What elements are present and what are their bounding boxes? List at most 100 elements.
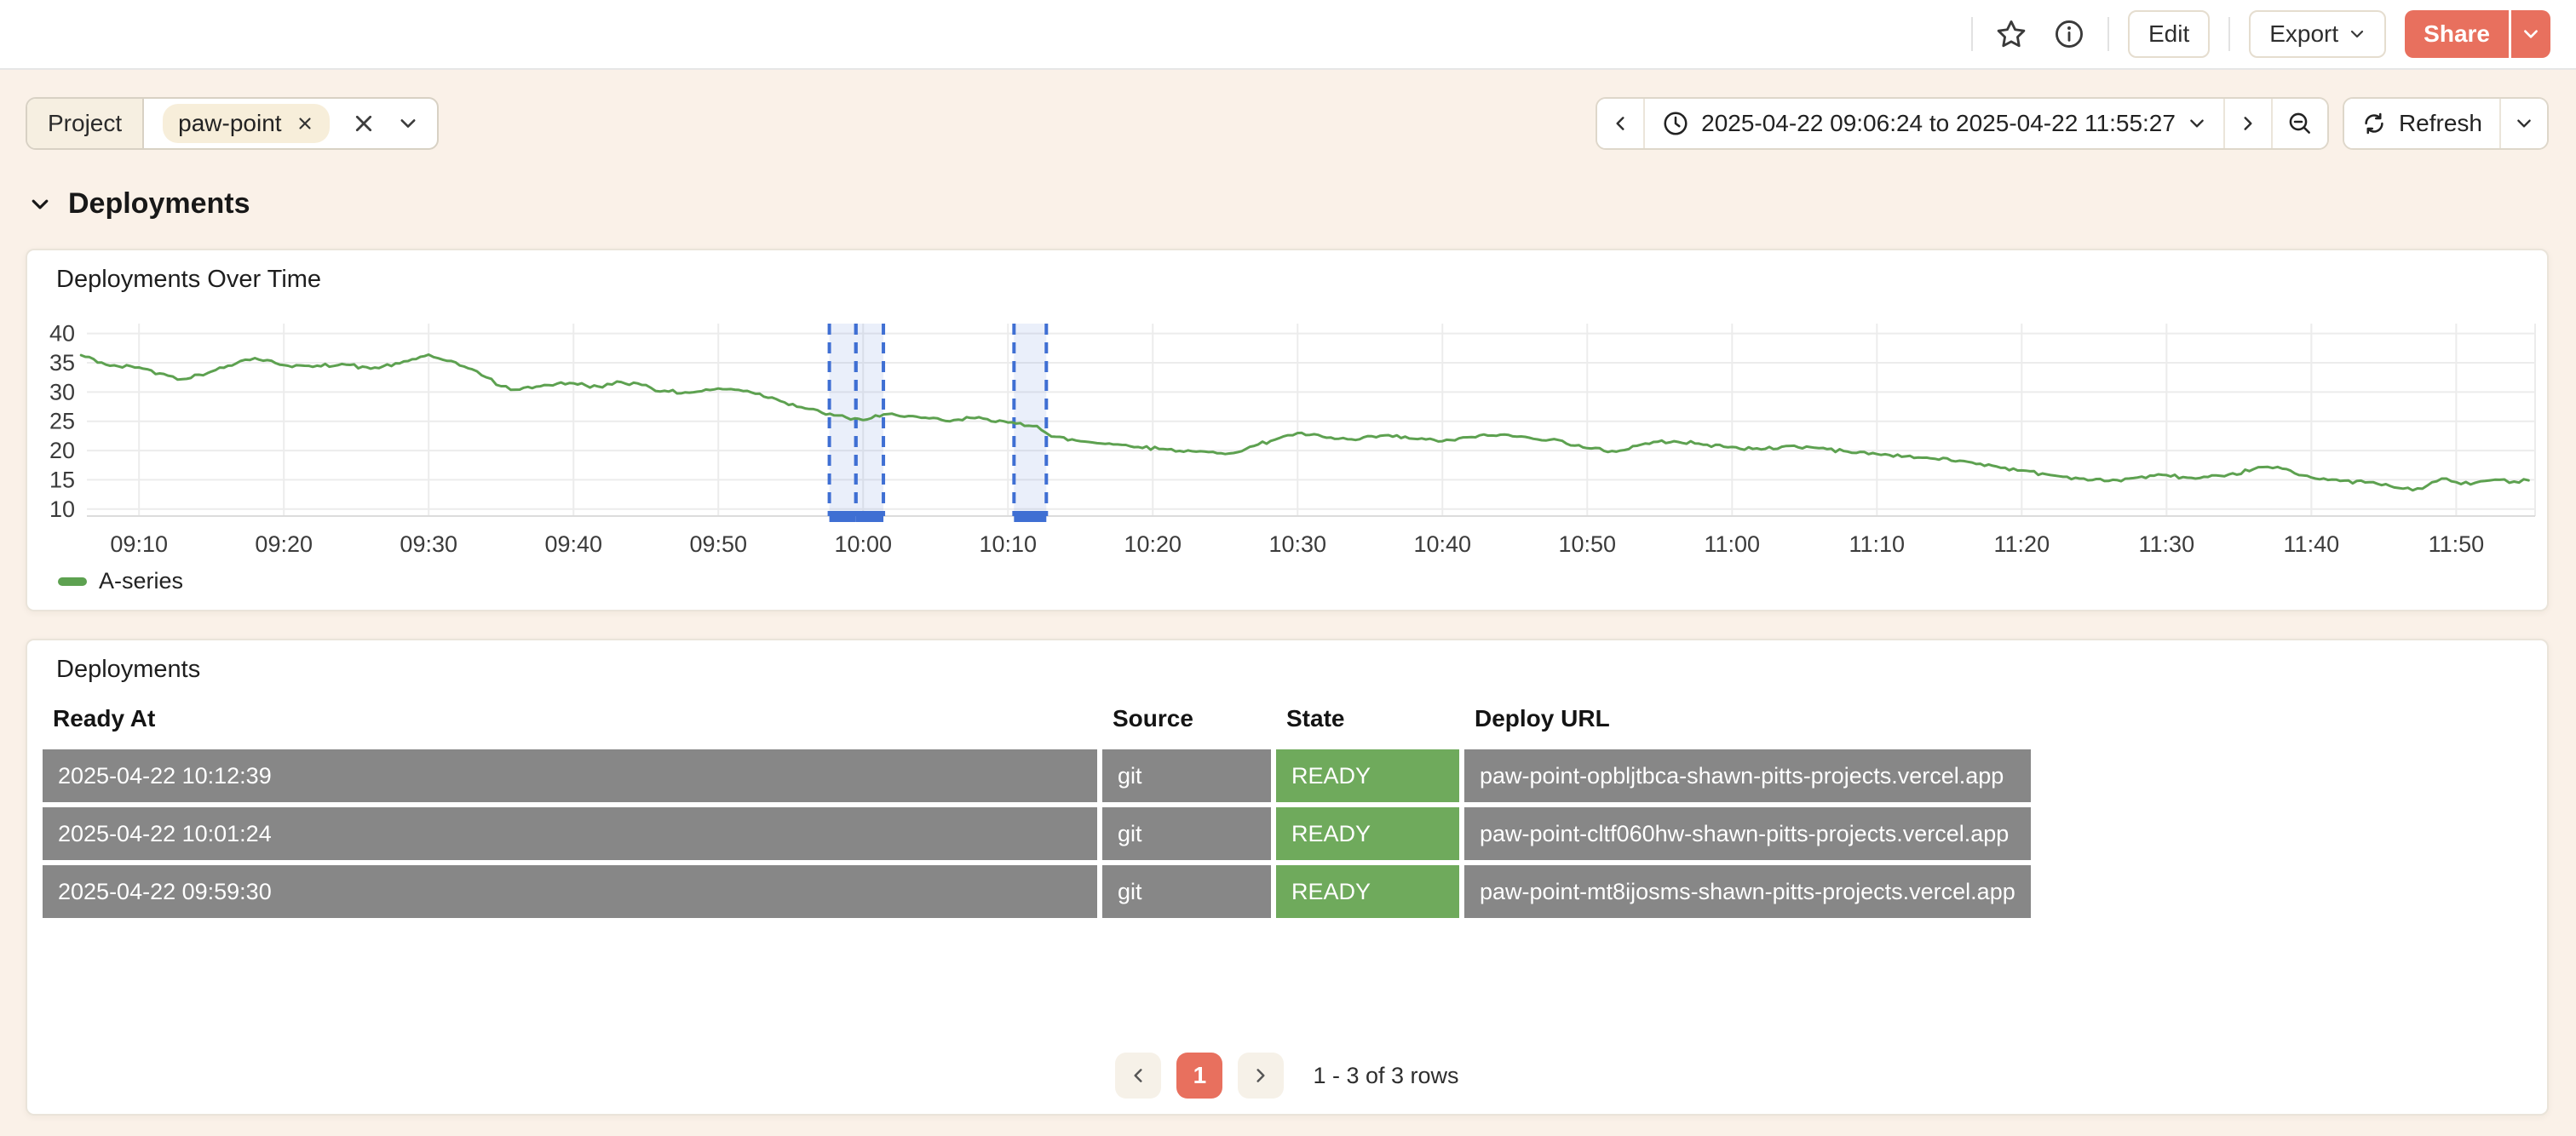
x-axis-label: 11:10 bbox=[1849, 531, 1906, 557]
project-filter-key-label: Project bbox=[48, 110, 123, 136]
share-split-button: Share bbox=[2405, 10, 2550, 58]
x-axis-label: 11:00 bbox=[1705, 531, 1761, 557]
export-button-label: Export bbox=[2269, 20, 2339, 47]
table-panel-title: Deployments bbox=[56, 656, 201, 683]
cell-ready-at: 2025-04-22 10:01:24 bbox=[43, 807, 1097, 860]
y-axis-label: 30 bbox=[49, 379, 75, 404]
export-button[interactable]: Export bbox=[2249, 10, 2387, 58]
toolbar-divider bbox=[1970, 17, 1973, 51]
annotation-marker-bar[interactable] bbox=[855, 511, 884, 522]
x-axis-label: 09:10 bbox=[110, 531, 168, 557]
timeseries-plot[interactable]: 40 35 30 25 20 15 10 09:10 09:20 09:30 09:40 09:50 1… bbox=[27, 250, 2550, 613]
filter-clear-icon[interactable] bbox=[352, 112, 376, 135]
cell-source: git bbox=[1102, 749, 1271, 802]
x-axis-label: 09:50 bbox=[689, 531, 747, 557]
chart-legend: A-series bbox=[58, 568, 183, 594]
share-button-label: Share bbox=[2424, 20, 2490, 47]
edit-button-label: Edit bbox=[2148, 20, 2190, 47]
refresh-icon bbox=[2365, 112, 2383, 135]
refresh-group: Refresh bbox=[2342, 97, 2549, 150]
pagination-summary: 1 - 3 of 3 rows bbox=[1313, 1062, 1459, 1088]
annotation-region[interactable] bbox=[1014, 324, 1047, 516]
x-axis-label: 09:40 bbox=[544, 531, 602, 557]
cell-deploy-url: paw-point-mt8ijosms-shawn-pitts-projects… bbox=[1464, 865, 2031, 918]
table-header-row: Ready At Source State Deploy URL bbox=[43, 698, 2031, 744]
table-pagination: 1 1 - 3 of 3 rows bbox=[27, 1053, 2547, 1099]
chevron-down-icon bbox=[2524, 30, 2538, 38]
pagination-page-1-button[interactable]: 1 bbox=[1176, 1053, 1223, 1099]
table-row: 2025-04-22 09:59:30 git READY paw-point-mt8… bbox=[43, 865, 2031, 918]
annotation-marker-bar[interactable] bbox=[1014, 511, 1047, 522]
annotation-marker-bar[interactable] bbox=[829, 511, 856, 522]
y-axis-label: 20 bbox=[49, 438, 75, 463]
legend-item[interactable]: A-series bbox=[58, 568, 183, 594]
chart-panel: Deployments Over Time 40 35 30 25 20 15 10 09:1… bbox=[26, 249, 2549, 611]
refresh-button[interactable]: Refresh bbox=[2343, 99, 2499, 148]
time-range-group: 2025-04-22 09:06:24 to 2025-04-22 11:55:… bbox=[1596, 97, 2329, 150]
zoom-out-button[interactable] bbox=[2270, 99, 2327, 148]
table-row: 2025-04-22 10:12:39 git READY paw-point-opb… bbox=[43, 749, 2031, 802]
x-axis-label: 10:50 bbox=[1559, 531, 1617, 557]
legend-swatch bbox=[58, 577, 87, 586]
pill-remove-icon[interactable] bbox=[296, 114, 314, 133]
toolbar-divider bbox=[2228, 17, 2231, 51]
refresh-button-label: Refresh bbox=[2398, 110, 2482, 136]
x-axis-label: 10:30 bbox=[1268, 531, 1326, 557]
column-header-ready-at[interactable]: Ready At bbox=[53, 705, 156, 732]
refresh-interval-button[interactable] bbox=[2499, 99, 2547, 148]
time-range-text: 2025-04-22 09:06:24 to 2025-04-22 11:55:… bbox=[1701, 110, 2176, 136]
deployments-table: Ready At Source State Deploy URL 2025-04-22… bbox=[37, 693, 2036, 923]
time-range-picker-button[interactable]: 2025-04-22 09:06:24 to 2025-04-22 11:55:… bbox=[1643, 99, 2223, 148]
chevron-down-icon bbox=[2517, 119, 2531, 128]
section-toggle-deployments[interactable]: Deployments bbox=[29, 187, 250, 221]
star-icon[interactable] bbox=[1992, 14, 2031, 54]
pagination-prev-button[interactable] bbox=[1115, 1053, 1162, 1099]
y-axis-label: 15 bbox=[49, 467, 75, 492]
chevron-right-icon bbox=[1256, 1069, 1265, 1082]
time-shift-back-button[interactable] bbox=[1597, 99, 1644, 148]
share-button-divider bbox=[2509, 10, 2511, 58]
share-dropdown-button[interactable] bbox=[2511, 10, 2550, 58]
info-icon[interactable] bbox=[2050, 14, 2089, 54]
column-header-source[interactable]: Source bbox=[1113, 705, 1193, 732]
x-axis-label: 10:40 bbox=[1413, 531, 1471, 557]
cell-source: git bbox=[1102, 807, 1271, 860]
cell-ready-at: 2025-04-22 09:59:30 bbox=[43, 865, 1097, 918]
y-axis-label: 10 bbox=[49, 496, 75, 522]
project-filter: Project paw-point bbox=[26, 97, 439, 150]
cell-state: READY bbox=[1276, 865, 1459, 918]
chevron-left-icon bbox=[1134, 1069, 1142, 1082]
toolbar-divider bbox=[2107, 17, 2109, 51]
chevron-down-icon[interactable] bbox=[398, 113, 418, 134]
clock-icon bbox=[1664, 112, 1688, 135]
cell-state: READY bbox=[1276, 807, 1459, 860]
table-body: 2025-04-22 10:12:39 git READY paw-point-opb… bbox=[43, 749, 2031, 918]
cell-deploy-url: paw-point-opbljtbca-shawn-pitts-projects… bbox=[1464, 749, 2031, 802]
time-controls: 2025-04-22 09:06:24 to 2025-04-22 11:55:… bbox=[1596, 97, 2549, 150]
time-shift-forward-button[interactable] bbox=[2222, 99, 2271, 148]
project-filter-value[interactable]: paw-point bbox=[144, 99, 436, 148]
cell-source: git bbox=[1102, 865, 1271, 918]
y-axis-label: 25 bbox=[49, 409, 75, 434]
x-axis-label: 11:50 bbox=[2429, 531, 2485, 557]
chevron-left-icon bbox=[1616, 117, 1624, 130]
column-header-state[interactable]: State bbox=[1286, 705, 1345, 732]
x-axis-label: 11:20 bbox=[1994, 531, 2050, 557]
x-axis-label: 11:40 bbox=[2284, 531, 2340, 557]
x-axis-label: 11:30 bbox=[2139, 531, 2195, 557]
y-axis-label: 35 bbox=[49, 350, 75, 376]
project-filter-key[interactable]: Project bbox=[27, 99, 145, 148]
table-row: 2025-04-22 10:01:24 git READY paw-point-clt… bbox=[43, 807, 2031, 860]
cell-state: READY bbox=[1276, 749, 1459, 802]
project-filter-pill[interactable]: paw-point bbox=[163, 104, 330, 143]
edit-button[interactable]: Edit bbox=[2127, 10, 2211, 58]
share-button[interactable]: Share bbox=[2405, 10, 2509, 58]
table-panel: Deployments Ready At Source State Deploy UR… bbox=[26, 639, 2549, 1116]
project-filter-pill-label: paw-point bbox=[178, 110, 282, 136]
column-header-deploy-url[interactable]: Deploy URL bbox=[1475, 705, 1610, 732]
x-axis-label: 10:20 bbox=[1124, 531, 1182, 557]
cell-ready-at: 2025-04-22 10:12:39 bbox=[43, 749, 1097, 802]
x-axis-label: 09:20 bbox=[255, 531, 313, 557]
pagination-next-button[interactable] bbox=[1238, 1053, 1285, 1099]
